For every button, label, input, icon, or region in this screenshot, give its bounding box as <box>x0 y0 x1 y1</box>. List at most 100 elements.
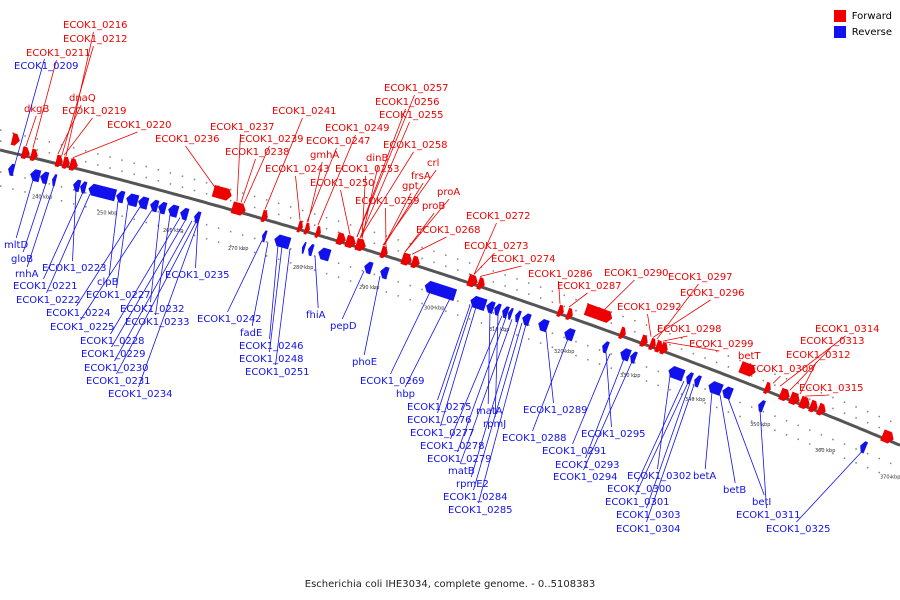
forward-label: ECOK1_0315 <box>799 383 864 394</box>
leader-line <box>796 451 863 523</box>
reverse-gene <box>138 196 150 210</box>
forward-gene-shape <box>476 277 485 290</box>
forward-gene <box>880 429 894 444</box>
reverse-label: matB <box>448 466 475 477</box>
forward-gene-shape <box>344 234 356 249</box>
leader-line <box>727 397 765 496</box>
leader-line <box>646 383 691 509</box>
reverse-label: fadE <box>240 328 262 339</box>
forward-gene-shape <box>583 303 613 323</box>
forward-label: ECOK1_0272 <box>466 211 531 222</box>
leader-line <box>646 384 695 523</box>
reverse-label: ECOK1_0209 <box>14 61 79 72</box>
leader-line <box>487 311 491 405</box>
reverse-gene-shape <box>30 169 42 183</box>
leader-line <box>227 240 263 313</box>
forward-label: ECOK1_0274 <box>491 254 556 265</box>
reverse-gene <box>564 328 576 342</box>
forward-gene <box>583 303 613 323</box>
leader-line <box>664 341 720 352</box>
scale-tick-label: 350 kbp <box>750 422 770 428</box>
reverse-gene <box>722 386 734 400</box>
leader-line <box>440 307 477 427</box>
reverse-gene-shape <box>602 341 610 354</box>
leader-line <box>240 158 256 203</box>
reverse-gene-shape <box>686 372 694 385</box>
reverse-label: phoE <box>352 357 377 368</box>
reverse-label: ECOK1_0225 <box>50 322 115 333</box>
reverse-gene <box>80 181 88 194</box>
forward-label: ECOK1_0220 <box>107 120 172 131</box>
forward-label: dkgB <box>24 104 49 115</box>
legend-reverse-label: Reverse <box>851 26 892 38</box>
forward-gene-shape <box>68 158 78 171</box>
forward-label: ECOK1_0243 <box>265 164 330 175</box>
forward-label: ECOK1_0273 <box>464 241 529 252</box>
leader-line <box>361 164 379 239</box>
forward-gene <box>808 399 818 413</box>
scale-tick-label: 290 kbp <box>359 285 379 291</box>
forward-label: proB <box>422 201 445 212</box>
leader-line <box>363 276 381 356</box>
forward-gene <box>798 395 810 410</box>
forward-gene-shape <box>303 222 310 235</box>
forward-gene-shape <box>379 245 388 259</box>
forward-label: ECOK1_0255 <box>379 110 444 121</box>
reverse-label: ECOK1_0276 <box>407 415 472 426</box>
reverse-label: betB <box>723 485 746 496</box>
forward-gene <box>659 341 668 355</box>
leader-line <box>568 292 588 308</box>
forward-gene-shape <box>335 232 346 246</box>
leader-line <box>22 182 47 253</box>
reverse-gene <box>308 244 315 257</box>
forward-label: ECOK1_0247 <box>306 136 371 147</box>
leader-line <box>155 214 171 316</box>
leader-line <box>404 212 435 253</box>
reverse-label: gloB <box>11 254 33 265</box>
reverse-label: ECOK1_0222 <box>16 295 81 306</box>
forward-label: ECOK1_0287 <box>557 281 622 292</box>
reverse-gene-shape <box>708 381 724 396</box>
scale-tick-label: 280 kbp <box>293 265 313 271</box>
reverse-gene-shape <box>620 348 632 362</box>
forward-label: ECOK1_0290 <box>604 268 669 279</box>
forward-gene-shape <box>314 225 321 238</box>
reverse-gene-shape <box>180 207 190 221</box>
leader-line <box>749 362 752 375</box>
forward-label: ECOK1_0312 <box>786 350 851 361</box>
reverse-label: ECOK1_0300 <box>607 484 672 495</box>
forward-label: ECOK1_0292 <box>617 302 682 313</box>
reverse-gene <box>686 372 694 385</box>
forward-gene <box>476 277 485 290</box>
forward-gene <box>29 148 38 162</box>
scale-tick-label: 340 kbp <box>685 397 705 403</box>
leader-line <box>437 305 471 401</box>
reverse-gene-shape <box>40 171 50 185</box>
forward-gene <box>565 307 573 321</box>
reverse-label: matA <box>476 406 503 417</box>
reverse-label: ECOK1_0301 <box>605 497 670 508</box>
reverse-label: betA <box>693 471 716 482</box>
forward-gene <box>816 402 826 416</box>
reverse-gene <box>694 375 702 388</box>
reverse-label: ECOK1_0232 <box>120 304 185 315</box>
reverse-label: hbp <box>396 389 415 400</box>
reverse-label: ECOK1_0277 <box>410 428 475 439</box>
leader-line <box>275 248 291 366</box>
forward-label: ECOK1_0211 <box>26 48 91 59</box>
forward-gene <box>335 232 346 246</box>
leader-line <box>150 212 161 303</box>
forward-label: ECOK1_0257 <box>384 83 449 94</box>
leader-line <box>110 217 181 335</box>
leader-line <box>459 319 513 465</box>
reverse-gene <box>708 381 724 396</box>
forward-gene <box>639 334 648 347</box>
reverse-gene <box>52 174 58 187</box>
leader-line <box>605 352 612 428</box>
forward-label: proA <box>437 187 460 198</box>
leader-line <box>583 361 633 471</box>
reverse-label: rpmJ <box>483 419 506 430</box>
leader-line <box>652 299 711 338</box>
forward-label: ECOK1_0309 <box>750 364 815 375</box>
